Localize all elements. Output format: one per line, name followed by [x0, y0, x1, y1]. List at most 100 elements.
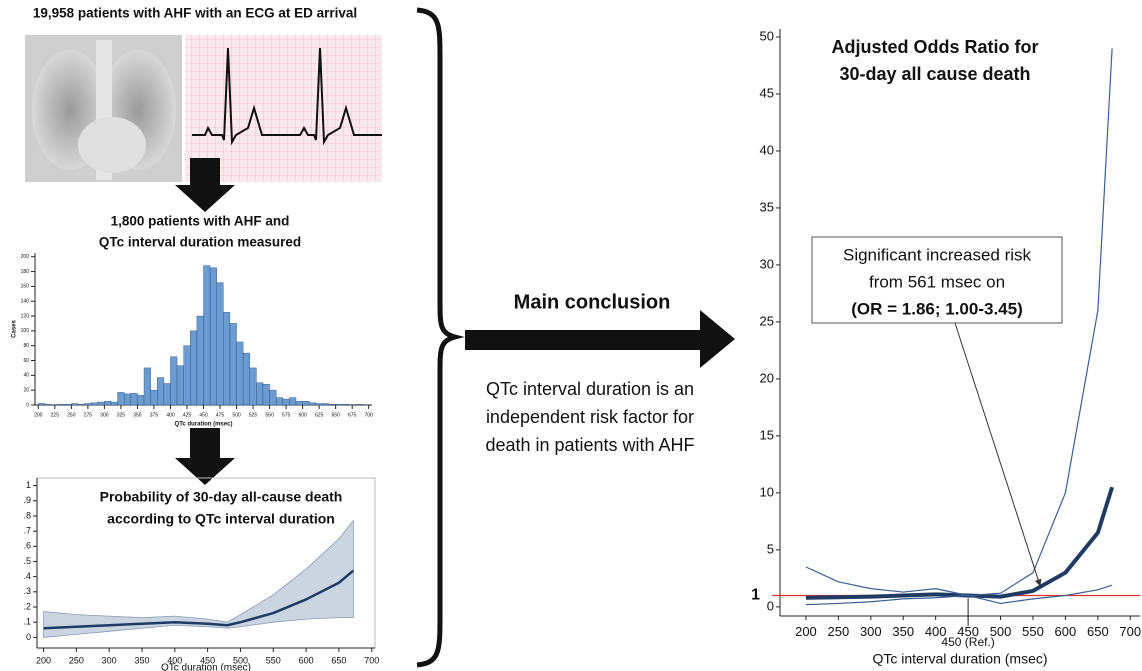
conclusion-text: independent risk factor for	[486, 407, 694, 427]
x-tick-label: 400	[925, 624, 947, 639]
ci-band	[43, 519, 354, 638]
y-tick-label: 30	[760, 256, 774, 271]
bar	[309, 402, 317, 406]
y-tick-label: 100	[21, 328, 30, 334]
bar	[209, 267, 217, 406]
y-axis-label: Cases	[12, 320, 18, 338]
bar	[236, 341, 244, 406]
y-tick-label: .1	[23, 617, 31, 627]
x-tick-label: 250	[69, 656, 84, 666]
x-tick-label: 650	[1087, 624, 1109, 639]
y-tick-label: .8	[23, 510, 31, 520]
x-tick-label: 700	[365, 412, 374, 418]
y-tick-label: 200	[21, 254, 30, 260]
bar	[110, 401, 118, 406]
bar	[150, 389, 158, 406]
x-tick-label: 600	[298, 412, 307, 418]
bar	[38, 403, 46, 406]
y-tick-label: 0	[26, 402, 29, 408]
right-arrow	[465, 310, 735, 368]
bar	[269, 389, 277, 406]
bar	[242, 352, 250, 406]
y-tick-label: 180	[21, 269, 30, 275]
y-tick-label: 0	[26, 632, 31, 642]
step2-text: QTc interval duration measured	[99, 235, 301, 250]
x-tick-label: 575	[282, 412, 291, 418]
xray-image	[25, 35, 182, 182]
x-tick-label: 700	[364, 656, 379, 666]
bar	[130, 392, 138, 406]
x-axis-label: QTc interval duration (msec)	[872, 651, 1047, 667]
y-tick-label: 20	[23, 387, 29, 393]
y-tick-label: 160	[21, 284, 30, 290]
step1-text: 19,958 patients with AHF with an ECG at …	[33, 6, 357, 21]
bar	[275, 397, 283, 406]
y-tick-label: 40	[760, 142, 774, 157]
bar	[262, 384, 270, 406]
y-tick-label: 80	[23, 343, 29, 349]
y-tick-label: 120	[21, 313, 30, 319]
x-tick-label: 650	[331, 412, 340, 418]
y-tick-label: 50	[760, 28, 774, 43]
y-tick-label: 1	[26, 480, 31, 490]
x-tick-label: 400	[166, 412, 175, 418]
bar	[229, 323, 237, 406]
y-tick-label: 15	[760, 427, 774, 442]
x-tick-label: 450	[199, 412, 208, 418]
x-tick-label: 350	[133, 412, 142, 418]
annotation-arrow	[954, 322, 1042, 587]
bar	[170, 356, 178, 406]
x-axis-label: QTc duration (msec)	[175, 422, 233, 428]
y-tick-label: 0	[767, 598, 774, 613]
y-tick-label: 5	[767, 541, 774, 556]
x-tick-label: 350	[134, 656, 149, 666]
conclusion-text: QTc interval duration is an	[486, 379, 694, 399]
y-tick-label: 40	[23, 373, 29, 379]
x-axis-label: QTc duration (msec)	[161, 663, 251, 671]
x-tick-label: 700	[1119, 624, 1141, 639]
y-tick-label: .9	[23, 495, 31, 505]
bar	[335, 404, 343, 406]
x-tick-label: 500	[232, 412, 241, 418]
x-tick-label: 450	[200, 656, 215, 666]
x-tick-label: 200	[36, 656, 51, 666]
bar	[90, 402, 98, 406]
down-arrow	[175, 158, 235, 212]
bar	[223, 312, 231, 406]
ecg-image	[185, 35, 382, 182]
annotation-text: Significant increased risk	[843, 245, 1032, 264]
bar	[322, 403, 330, 406]
annotation-box	[811, 236, 1063, 324]
y-tick-label: 25	[760, 313, 774, 328]
bar	[143, 367, 151, 406]
bar	[249, 367, 257, 406]
bar	[203, 265, 211, 406]
bar	[295, 401, 303, 406]
y-tick-label: .7	[23, 526, 31, 536]
bar	[97, 401, 105, 406]
bar	[137, 395, 145, 406]
y-tick-label: 60	[23, 358, 29, 364]
bar	[124, 393, 132, 406]
series-line	[805, 584, 1113, 606]
x-tick-label: 600	[1055, 624, 1077, 639]
bar	[163, 383, 171, 406]
x-tick-label: 200	[34, 412, 43, 418]
bar	[44, 404, 52, 406]
bar	[328, 404, 336, 406]
bar	[342, 404, 350, 406]
bar	[77, 404, 85, 406]
x-tick-label: 500	[233, 656, 248, 666]
series-line	[43, 569, 355, 630]
bar	[282, 398, 290, 406]
y-tick-label: .3	[23, 586, 31, 596]
bar	[57, 404, 65, 406]
conclusion-text: death in patients with AHF	[485, 435, 694, 455]
y-tick-label: .6	[23, 541, 31, 551]
bar	[183, 345, 191, 406]
x-tick-label: 650	[331, 656, 346, 666]
bar	[216, 282, 224, 406]
bar	[104, 401, 112, 406]
bar	[157, 377, 165, 406]
